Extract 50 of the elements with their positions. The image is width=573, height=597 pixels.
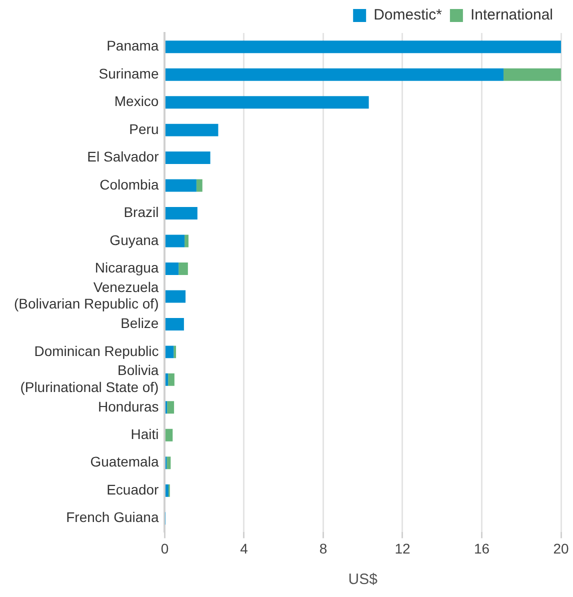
bar bbox=[165, 428, 173, 442]
bar bbox=[196, 179, 202, 192]
y-tick-label: Nicaragua bbox=[94, 260, 159, 276]
y-tick-label: Peru bbox=[129, 120, 159, 137]
bar bbox=[168, 373, 174, 386]
bar bbox=[165, 234, 185, 248]
bar bbox=[165, 124, 218, 136]
y-tick-label: Panama bbox=[106, 38, 159, 54]
x-tick-label: 12 bbox=[394, 540, 410, 556]
y-tick-label: Ecuador bbox=[106, 481, 160, 498]
y-tick-label: Venezuela (Bolivarian Republic of) bbox=[14, 278, 159, 312]
bar bbox=[165, 207, 198, 220]
y-tick-label: Guyana bbox=[110, 232, 159, 248]
y-tick-label: Bolivia (Plurinational State of) bbox=[20, 362, 159, 395]
bar bbox=[165, 179, 196, 192]
bar bbox=[184, 234, 189, 248]
y-tick-label: Suriname bbox=[98, 65, 159, 82]
x-tick-label: 4 bbox=[240, 540, 248, 556]
x-tick-label: 16 bbox=[474, 540, 490, 556]
bar bbox=[165, 68, 504, 81]
bar bbox=[165, 152, 210, 164]
y-tick-label: Mexico bbox=[114, 93, 159, 110]
bar bbox=[165, 40, 561, 54]
bar bbox=[165, 373, 168, 386]
y-tick-label: Haiti bbox=[130, 426, 159, 442]
y-tick-label: Colombia bbox=[100, 176, 159, 192]
x-axis-title: US$ bbox=[348, 571, 378, 588]
x-tick-label: 8 bbox=[319, 540, 328, 556]
y-tick-label: El Salvador bbox=[87, 148, 160, 165]
bar bbox=[165, 96, 369, 109]
x-tick-label: 0 bbox=[160, 540, 169, 556]
bar bbox=[165, 346, 174, 358]
bar bbox=[504, 68, 561, 81]
bar bbox=[165, 290, 186, 303]
bar bbox=[165, 262, 179, 275]
bar bbox=[166, 456, 171, 470]
y-tick-label: Brazil bbox=[124, 204, 159, 220]
bar bbox=[165, 318, 184, 330]
y-tick-label: Dominican Republic bbox=[34, 342, 159, 359]
y-tick-label: Guatemala bbox=[90, 454, 159, 470]
bar bbox=[174, 346, 176, 358]
x-tick-label: 20 bbox=[553, 540, 569, 556]
bar bbox=[167, 401, 174, 414]
legend-label: International bbox=[470, 6, 554, 24]
y-tick-label: French Guiana bbox=[66, 509, 159, 526]
bar bbox=[178, 262, 188, 275]
y-tick-label: Honduras bbox=[98, 398, 159, 414]
bar bbox=[165, 484, 168, 497]
y-tick-label: Belize bbox=[120, 315, 159, 332]
legend-label: Domestic* bbox=[374, 6, 442, 24]
